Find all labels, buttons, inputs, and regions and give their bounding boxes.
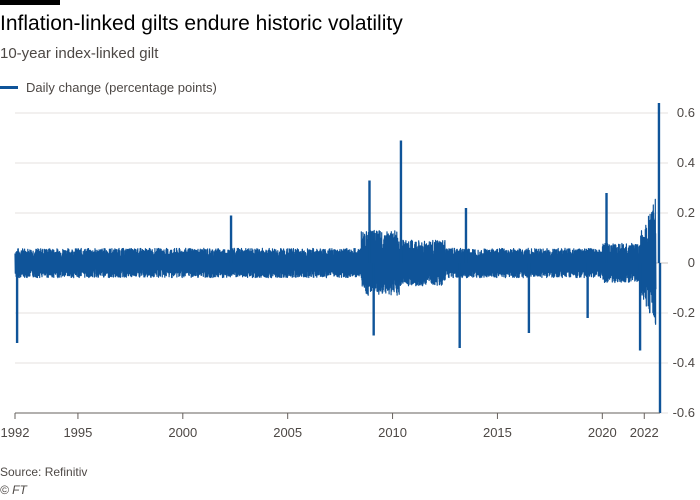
series-line-daily-change bbox=[14, 198, 657, 325]
legend-swatch bbox=[0, 86, 18, 89]
x-tick-label: 2005 bbox=[273, 425, 302, 440]
chart-legend: Daily change (percentage points) bbox=[0, 80, 217, 95]
y-tick-label: 0 bbox=[688, 255, 695, 270]
x-tick-label: 2000 bbox=[168, 425, 197, 440]
y-tick-label: -0.4 bbox=[673, 355, 695, 370]
source-note: Source: Refinitiv bbox=[0, 465, 88, 479]
y-tick-label: -0.6 bbox=[673, 405, 695, 420]
x-tick-label: 2020 bbox=[588, 425, 617, 440]
ft-top-bar bbox=[0, 0, 60, 5]
x-tick-label: 1992 bbox=[1, 425, 30, 440]
copyright-note: © FT bbox=[0, 483, 27, 497]
y-tick-label: 0.4 bbox=[677, 155, 695, 170]
legend-label: Daily change (percentage points) bbox=[26, 80, 217, 95]
y-tick-label: 0.2 bbox=[677, 205, 695, 220]
line-chart: 0.6 0.4 0.2 0 -0.2 -0.4 -0.6 1992 1995 2000 2005 20… bbox=[1, 103, 695, 440]
x-tick-label: 2010 bbox=[378, 425, 407, 440]
x-tick-label: 2022 bbox=[630, 425, 659, 440]
x-tick-label: 1995 bbox=[63, 425, 92, 440]
chart-title: Inflation-linked gilts endure historic v… bbox=[0, 12, 403, 35]
series-layer bbox=[14, 103, 662, 413]
x-tick-label: 2015 bbox=[483, 425, 512, 440]
y-tick-label: 0.6 bbox=[677, 105, 695, 120]
y-tick-label: -0.2 bbox=[673, 305, 695, 320]
axis-layer: 0.6 0.4 0.2 0 -0.2 -0.4 -0.6 1992 1995 2000 2005 20… bbox=[1, 105, 695, 440]
chart-subtitle: 10-year index-linked gilt bbox=[0, 45, 159, 62]
